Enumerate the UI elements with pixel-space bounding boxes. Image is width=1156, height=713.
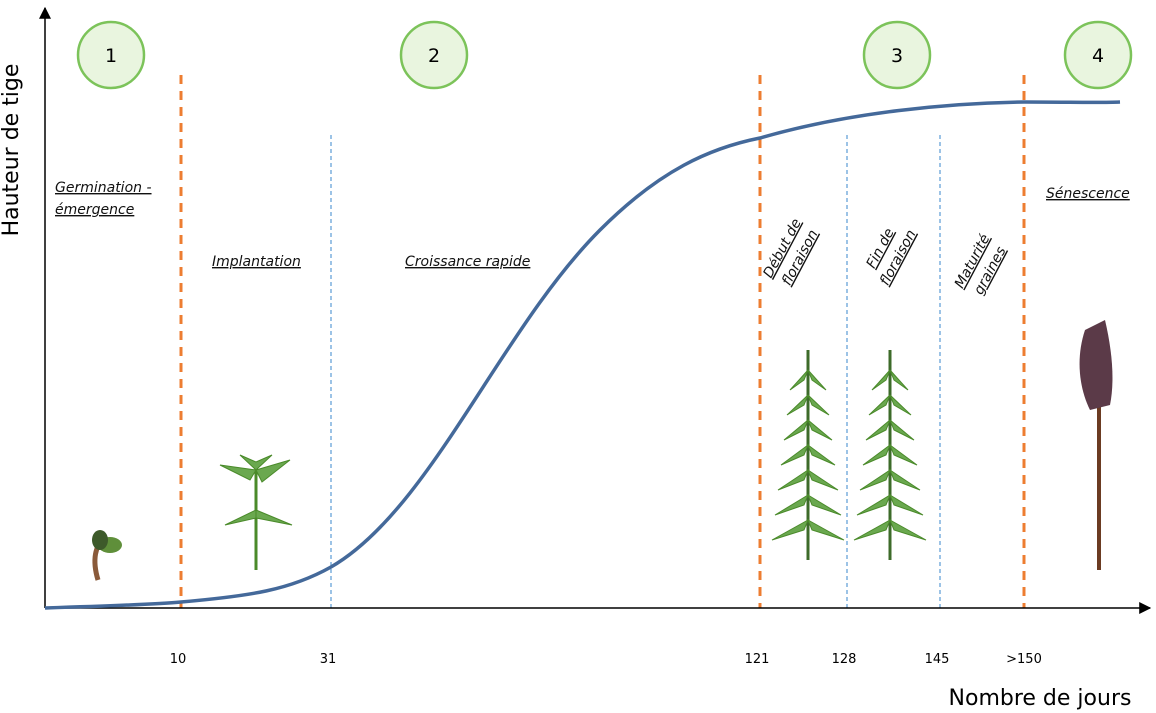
stage-number: 2 (428, 45, 440, 67)
guides (179, 75, 1026, 608)
leaf (780, 443, 836, 466)
stage-number: 4 (1092, 45, 1104, 67)
tick-label: 10 (170, 652, 187, 667)
leaf (774, 493, 842, 516)
senescent-plant (1079, 320, 1113, 570)
stage-number: 1 (105, 45, 117, 67)
stage-circle (76, 20, 146, 90)
tick-label: 31 (320, 652, 337, 667)
phase-text: Sénescence (1046, 186, 1130, 202)
phase-text: Implantation (212, 254, 301, 270)
leaf (871, 369, 909, 391)
leaf (789, 369, 827, 391)
stage-circle (862, 20, 932, 90)
flowering-plants (771, 350, 927, 560)
seedling (92, 530, 122, 581)
young-plant (219, 454, 293, 570)
leaf (786, 394, 830, 416)
phase-text: émergence (55, 202, 134, 218)
leaf (853, 518, 927, 541)
phase-label: Sénescence (1046, 186, 1130, 202)
leaf (777, 468, 839, 491)
phase-label: Germination - émergence (55, 180, 152, 218)
stage-number: 3 (891, 45, 903, 67)
tick-label: 145 (925, 652, 950, 667)
leaf (856, 493, 924, 516)
phase-label: Croissance rapide (405, 254, 530, 270)
leaf (865, 419, 915, 441)
leaf (868, 394, 912, 416)
phase-label: Implantation (212, 254, 301, 270)
phase-text: Germination - (55, 180, 152, 196)
leaf (783, 419, 833, 441)
x-axis-label: Nombre de jours (949, 686, 1132, 711)
phase-text: Croissance rapide (405, 254, 530, 270)
leaf (859, 468, 921, 491)
growth-curve (44, 100, 1121, 610)
labels: 10 31 121 128 145 >150 1 2 3 4 Germination - émerge… (55, 20, 1133, 667)
tick-label: >150 (1006, 652, 1042, 667)
tick-label: 121 (745, 652, 770, 667)
stage-circle (399, 20, 469, 90)
stage-circle (1063, 20, 1133, 90)
tick-label: 128 (832, 652, 857, 667)
leaf (771, 518, 845, 541)
leaf (862, 443, 918, 466)
y-axis-label: Hauteur de tige (0, 64, 24, 237)
